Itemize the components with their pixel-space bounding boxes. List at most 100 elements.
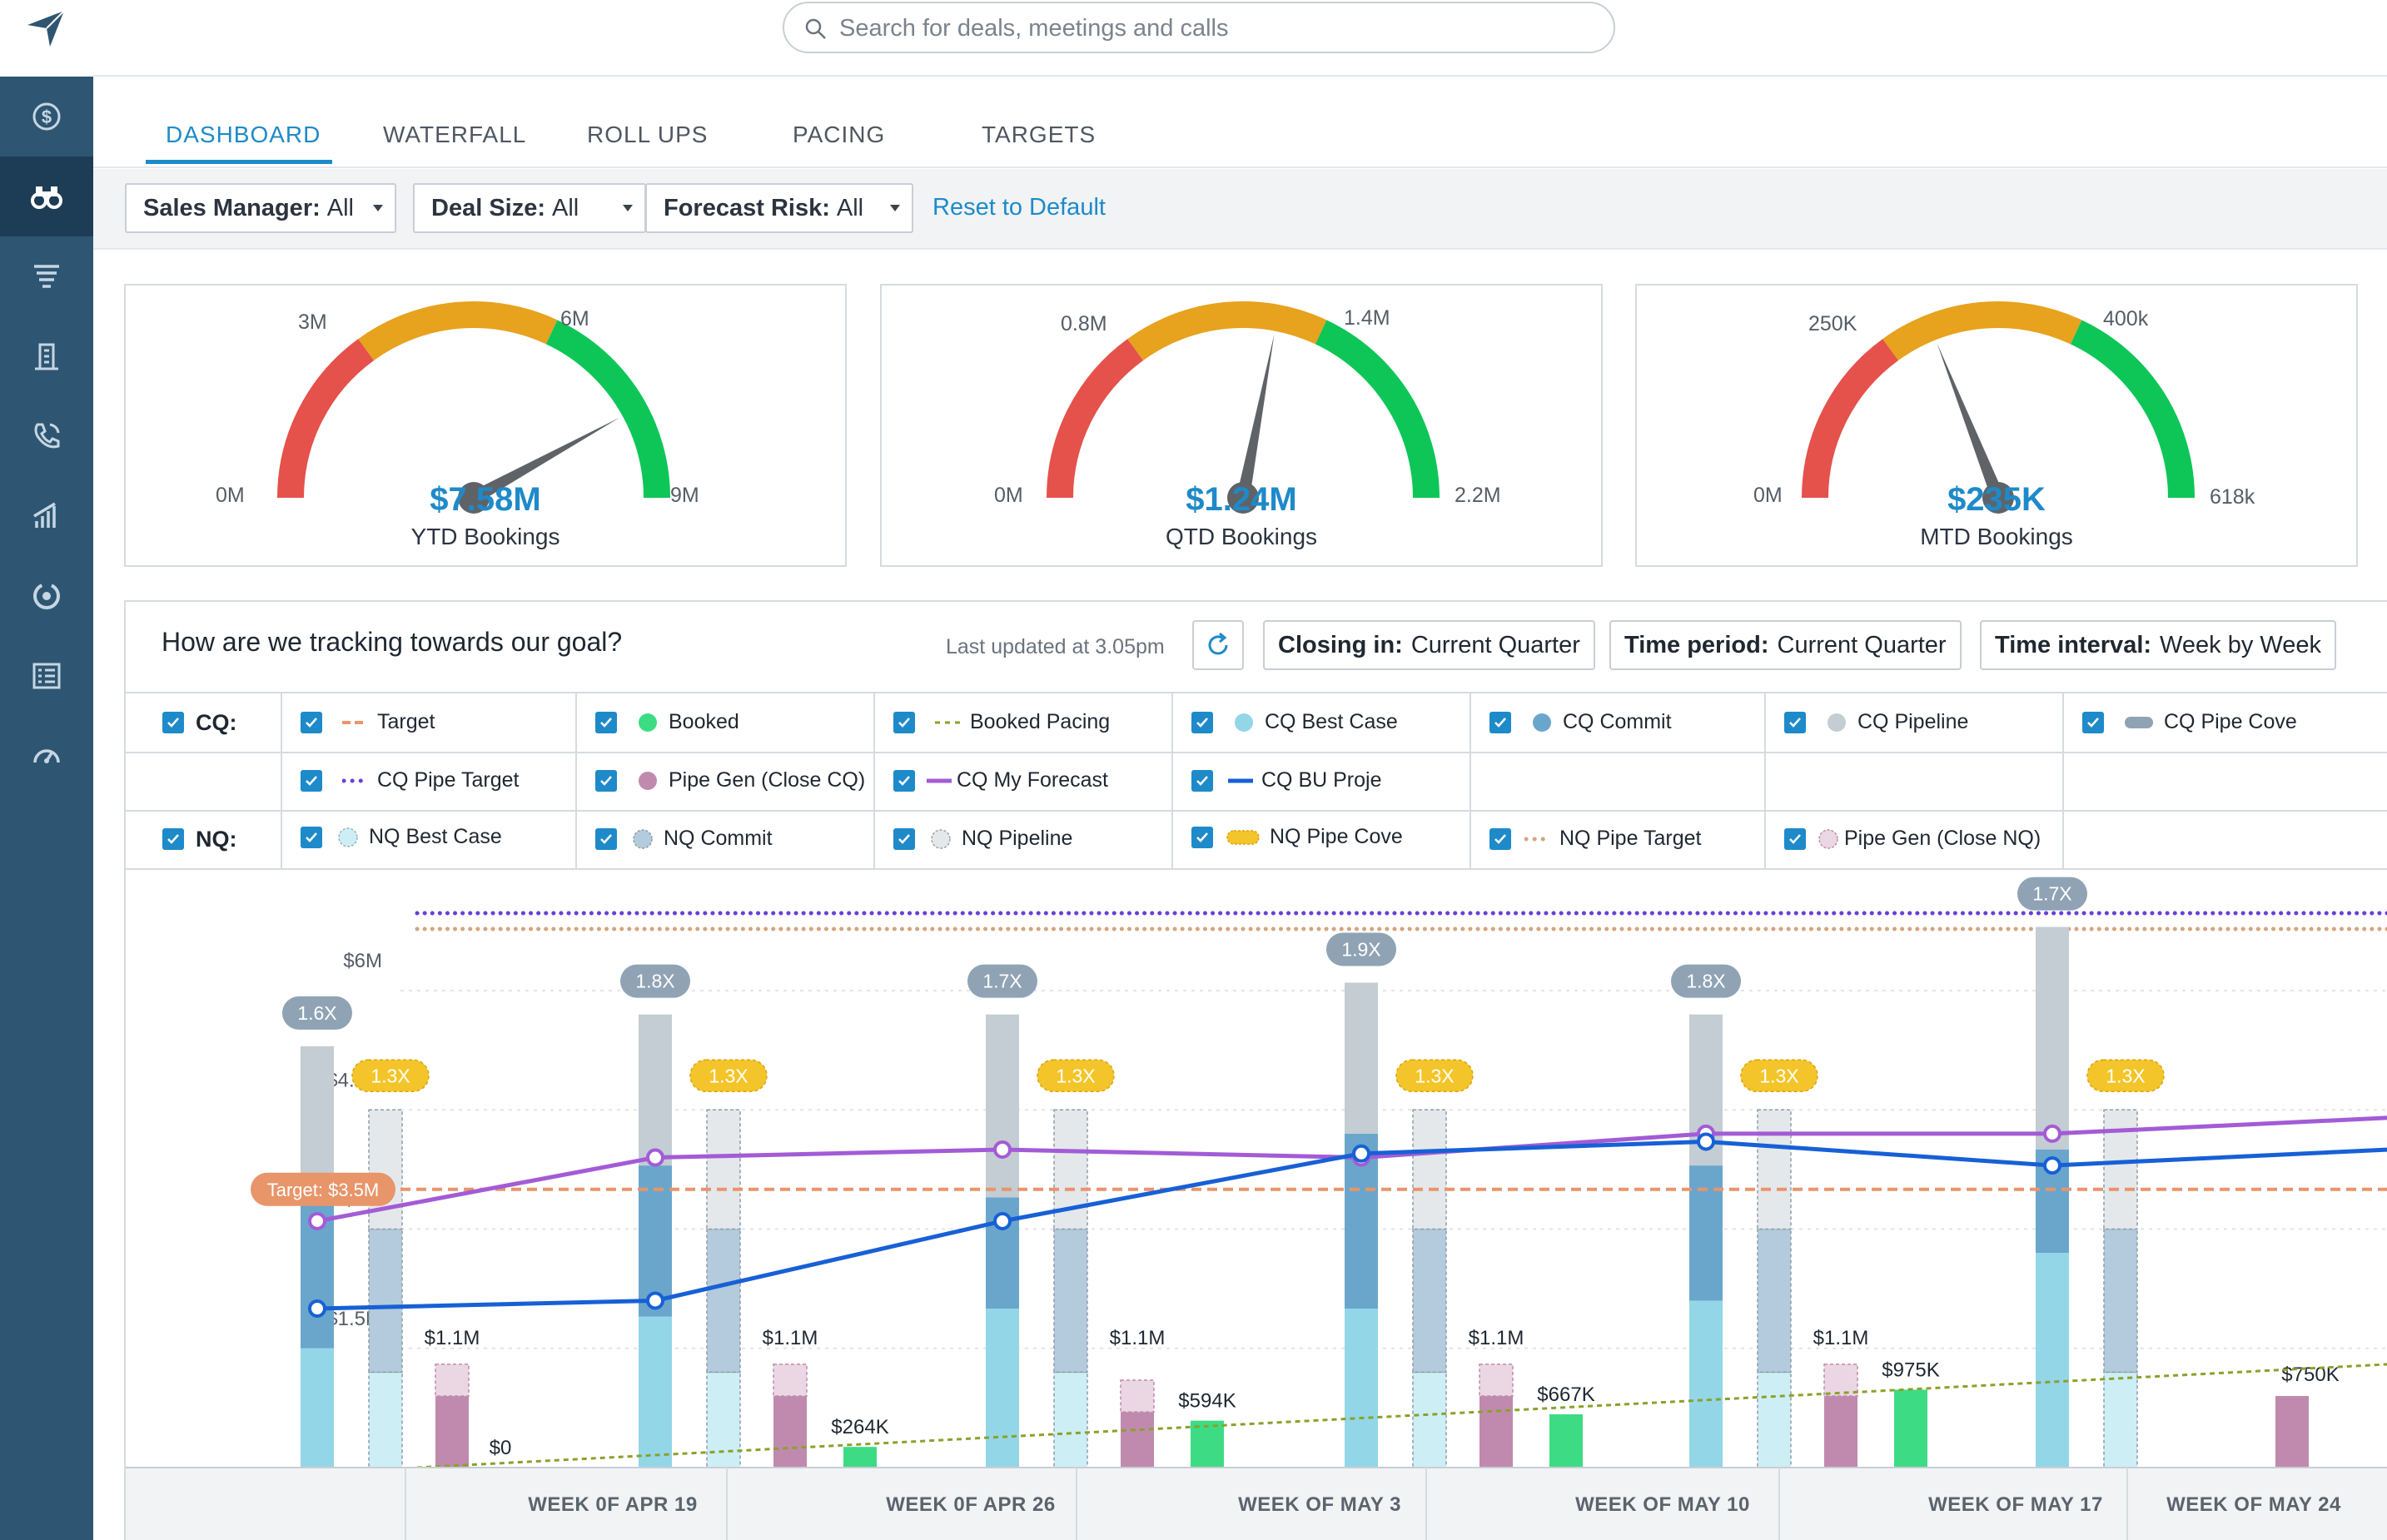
sidebar-item-reports[interactable] — [0, 636, 93, 716]
legend-item-nq-pipe-coverage[interactable]: NQ Pipe Cove — [1191, 825, 1403, 849]
cq-coverage-badge: 1.9X — [1326, 932, 1396, 966]
search-input[interactable] — [839, 12, 1589, 45]
bu-projection-point — [2043, 1156, 2061, 1175]
sidebar-item-calls[interactable] — [0, 396, 93, 476]
booked-value-label: $0 — [490, 1437, 512, 1459]
search-box[interactable] — [783, 2, 1615, 53]
legend-item-target[interactable]: Target — [301, 710, 435, 734]
legend-item-cq-best-case[interactable]: CQ Best Case — [1191, 710, 1398, 734]
nq-toggle[interactable]: NQ: — [126, 810, 281, 868]
deal-size-dropdown[interactable]: Deal Size: All — [413, 183, 646, 233]
gauge-red-segment — [277, 339, 375, 499]
nq-coverage-badge-label: 1.3X — [370, 1065, 410, 1086]
legend-item-pipe-gen-close-nq[interactable]: Pipe Gen (Close NQ) — [1784, 827, 2041, 851]
tab-waterfall[interactable]: WATERFALL — [383, 122, 527, 147]
tab-roll-ups[interactable]: ROLL UPS — [587, 122, 709, 147]
legend-divider — [873, 693, 875, 868]
tab-dashboard[interactable]: DASHBOARD — [166, 122, 321, 147]
legend-item-booked[interactable]: Booked — [595, 710, 739, 734]
forecast-risk-label: Forecast Risk: — [664, 194, 830, 221]
dot-swatch-icon — [1533, 713, 1551, 732]
cq-best-case-bar — [1345, 1309, 1378, 1468]
legend-item-booked-pacing[interactable]: Booked Pacing — [893, 710, 1110, 734]
cq-coverage-badge-label: 1.7X — [982, 971, 1022, 992]
legend-item-pipe-gen-close-cq[interactable]: Pipe Gen (Close CQ) — [595, 768, 865, 792]
checkbox-checked-icon — [301, 711, 322, 733]
nq-commit-bar — [1757, 1228, 1792, 1374]
gauge-needle-hub — [1227, 482, 1259, 514]
qtd-gauge — [1047, 301, 1440, 514]
pipe-gen-value-label: $1.1M — [1110, 1327, 1166, 1349]
cq-pipeline-bar — [1345, 982, 1378, 1134]
legend-item-nq-pipe-target[interactable]: NQ Pipe Target — [1489, 827, 1701, 851]
nq-best-case-bar — [2103, 1371, 2138, 1468]
legend-item-cq-pipe-target[interactable]: CQ Pipe Target — [301, 768, 519, 792]
tab-pacing[interactable]: PACING — [793, 122, 886, 147]
refresh-button[interactable] — [1192, 620, 1244, 670]
sidebar-item-dashboard[interactable] — [0, 156, 93, 236]
gauge-red-segment — [1047, 339, 1144, 499]
legend-label: NQ Pipe Target — [1559, 827, 1702, 850]
legend-item-cq-pipeline[interactable]: CQ Pipeline — [1784, 710, 1968, 734]
my-forecast-point — [2043, 1124, 2061, 1143]
nq-coverage-badge-label: 1.3X — [1759, 1065, 1798, 1086]
gauge-value: $1.24M — [1186, 481, 1297, 518]
panel-title: How are we tracking towards our goal? — [162, 627, 623, 657]
tab-targets[interactable]: TARGETS — [982, 122, 1097, 147]
app-logo[interactable] — [0, 0, 93, 77]
mtd-bookings-card: 0M 250K 400k 618k $235K MTD Bookings — [1635, 284, 2358, 567]
legend-item-nq-commit[interactable]: NQ Commit — [595, 827, 773, 851]
legend-divider — [126, 810, 2387, 812]
sidebar-item-accounts[interactable] — [0, 316, 93, 396]
legend-item-cq-commit[interactable]: CQ Commit — [1489, 710, 1672, 734]
gauge-low-label: 3M — [298, 310, 327, 334]
nq-coverage-badge: 1.3X — [1740, 1059, 1818, 1092]
time-period-selector[interactable]: Time period: Current Quarter — [1609, 620, 1962, 670]
cq-coverage-badge-shape — [282, 996, 352, 1030]
time-interval-selector[interactable]: Time interval: Week by Week — [1980, 620, 2336, 670]
cq-toggle[interactable]: CQ: — [126, 693, 281, 752]
legend-label: CQ Pipe Cove — [2164, 710, 2297, 733]
x-tick-label: WEEK OF MAY 3 — [1238, 1493, 1401, 1516]
sales-manager-dropdown[interactable]: Sales Manager: All — [125, 183, 396, 233]
cq-pipeline-bar — [2036, 926, 2069, 1150]
booked-value-label: $594K — [1178, 1390, 1236, 1413]
legend-item-nq-pipeline[interactable]: NQ Pipeline — [893, 827, 1072, 851]
forecast-risk-dropdown[interactable]: Forecast Risk: All — [645, 183, 913, 233]
legend-label: Booked Pacing — [970, 710, 1111, 733]
target-icon — [33, 583, 60, 609]
series-legend: CQ: NQ: Target Booked Booked Pacing CQ B… — [126, 692, 2387, 870]
legend-item-cq-bu-projection[interactable]: CQ BU Proje — [1191, 768, 1381, 792]
binoculars-icon — [31, 186, 62, 209]
ytd-gauge — [277, 301, 670, 514]
pipe-gen-close-nq-bar — [1479, 1364, 1514, 1397]
time-period-value: Current Quarter — [1777, 631, 1947, 658]
sidebar-item-analytics[interactable] — [0, 476, 93, 556]
sidebar-item-forecast[interactable] — [0, 556, 93, 636]
checkbox-checked-icon — [893, 827, 915, 850]
nq-pipeline-bar — [1412, 1109, 1447, 1230]
reset-to-default-link[interactable]: Reset to Default — [932, 194, 1106, 221]
sidebar-item-performance[interactable] — [0, 716, 93, 796]
legend-item-cq-pipe-coverage[interactable]: CQ Pipe Cove — [2082, 710, 2297, 734]
sidebar-item-deals[interactable]: $ — [0, 77, 93, 156]
cq-best-case-bar — [2036, 1253, 2069, 1468]
legend-label: NQ Pipe Cove — [1270, 825, 1403, 848]
nq-coverage-badge-shape — [1395, 1059, 1474, 1092]
legend-item-cq-my-forecast[interactable]: CQ My Forecast — [893, 768, 1108, 792]
sidebar-item-pipeline[interactable] — [0, 236, 93, 316]
legend-divider — [575, 693, 577, 868]
closing-in-selector[interactable]: Closing in: Current Quarter — [1263, 620, 1595, 670]
checkbox-checked-icon — [162, 828, 184, 850]
filter-bar: Sales Manager: All Deal Size: All Foreca… — [93, 169, 2387, 250]
dashed-line-swatch-icon — [342, 720, 367, 724]
bu-projection-point — [993, 1211, 1012, 1230]
dollar-icon: $ — [32, 102, 61, 131]
funnel-icon — [34, 265, 59, 288]
pipe-gen-close-nq-bar — [773, 1364, 808, 1397]
time-interval-value: Week by Week — [2160, 631, 2321, 658]
gauge-amber-segment — [1882, 301, 2082, 361]
gauge-red-segment — [1802, 339, 1899, 499]
legend-item-nq-best-case[interactable]: NQ Best Case — [301, 825, 502, 849]
building-icon — [35, 343, 58, 370]
